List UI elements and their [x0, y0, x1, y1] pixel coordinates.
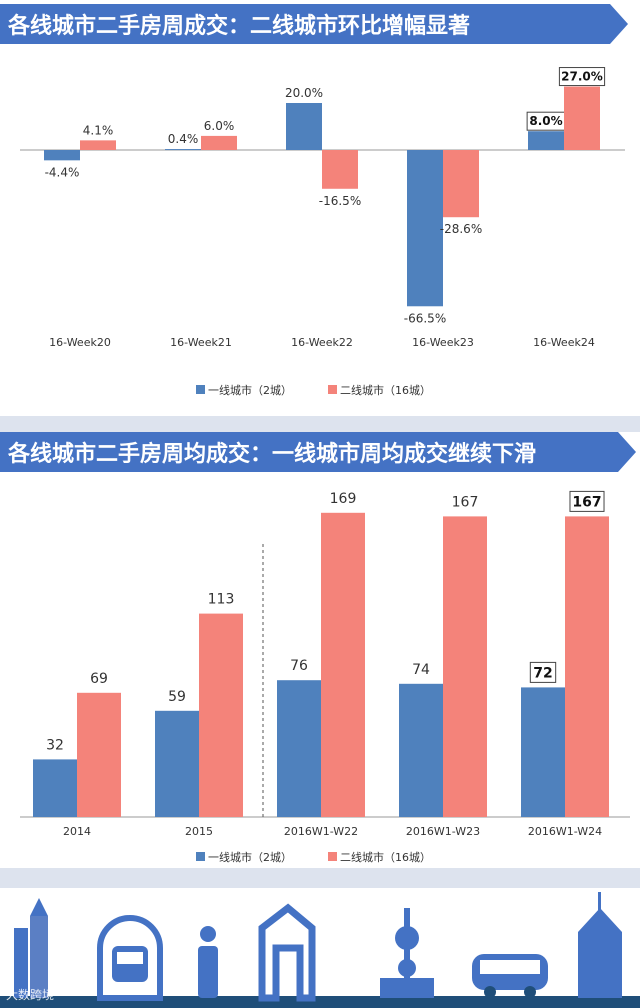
data-label: 4.1% [83, 123, 114, 137]
bar-tier2 [443, 516, 487, 817]
section-separator [0, 868, 640, 888]
data-label: 69 [90, 671, 108, 687]
legend-swatch [328, 385, 337, 394]
watermark: 大数跨境 [6, 988, 55, 1002]
person-icon [198, 926, 218, 998]
legend-label: 二线城市（16城） [340, 850, 431, 864]
data-label: 0.4% [168, 132, 199, 146]
weekly-change-panel: -4.4% 4.1% 16-Week20 0.4% 6.0% 16-Week21 20.0%… [0, 44, 640, 416]
data-label: 169 [330, 491, 357, 507]
x-tick-label: 16-Week21 [170, 336, 232, 349]
data-label: 59 [168, 689, 186, 705]
weekly-average-chart: 32 69 2014 59 113 2015 76 169 2016W1-W22 74 167 201… [20, 490, 630, 864]
data-label: 27.0% [561, 70, 603, 84]
bar-tier2 [321, 512, 365, 817]
bar-tier1 [155, 710, 199, 817]
bar-tier1 [286, 103, 322, 150]
data-label: 72 [533, 665, 552, 681]
bar-tier2 [564, 86, 600, 150]
bar-tier1 [277, 680, 321, 817]
legend-swatch [196, 852, 205, 861]
legend-label: 一线城市（2城） [208, 383, 292, 397]
x-tick-label: 16-Week24 [533, 336, 595, 349]
data-label: 6.0% [204, 119, 235, 133]
data-label: 20.0% [285, 86, 323, 100]
bar-tier2 [80, 140, 116, 150]
skyscraper-icon [578, 892, 622, 998]
data-label-box [558, 67, 606, 87]
bar-tier2 [443, 150, 479, 218]
building-icon [258, 903, 316, 1002]
bar-tier2 [565, 516, 609, 817]
bar-tier2 [199, 613, 243, 817]
x-tick-label: 16-Week20 [49, 336, 111, 349]
data-label: -28.6% [440, 222, 482, 236]
bar-tier2 [201, 135, 237, 150]
data-label: 74 [412, 662, 430, 678]
bar-tier1 [399, 683, 443, 817]
data-label: 113 [208, 592, 235, 608]
bar-tier2 [77, 692, 121, 817]
top-chart-banner: 各线城市二手房周成交：二线城市环比增幅显著 [0, 4, 628, 44]
bar-tier1 [33, 759, 77, 817]
bar-tier1 [407, 150, 443, 307]
train-icon [97, 915, 163, 1001]
weekly-average-panel: 32 69 2014 59 113 2015 76 169 2016W1-W22 74 167 201… [0, 472, 640, 868]
bar-tier1 [528, 131, 564, 150]
city-skyline-illustration [0, 892, 640, 1008]
legend-label: 一线城市（2城） [208, 850, 292, 864]
x-tick-label: 2016W1-W22 [284, 825, 358, 838]
legend-swatch [196, 385, 205, 394]
data-label-box [569, 490, 605, 512]
x-tick-label: 2016W1-W23 [406, 825, 480, 838]
x-tick-label: 2014 [63, 825, 91, 838]
x-tick-label: 16-Week22 [291, 336, 353, 349]
bus-icon [472, 954, 548, 998]
data-label: -4.4% [45, 165, 80, 179]
data-label-box [529, 661, 557, 683]
x-tick-label: 2016W1-W24 [528, 825, 602, 838]
legend-swatch [328, 852, 337, 861]
x-tick-label: 2015 [185, 825, 213, 838]
skyscraper-icon [14, 898, 48, 998]
legend-label: 二线城市（16城） [340, 383, 431, 397]
tower-icon [380, 908, 434, 998]
bar-tier2 [322, 150, 358, 189]
data-label: 76 [290, 658, 308, 674]
x-tick-label: 16-Week23 [412, 336, 474, 349]
bottom-chart-banner: 各线城市二手房周均成交：一线城市周均成交继续下滑 [0, 432, 636, 472]
data-label: 32 [46, 737, 64, 753]
bar-tier1 [44, 150, 80, 161]
section-separator [0, 416, 640, 432]
top-chart-title: 各线城市二手房周成交：二线城市环比增幅显著 [8, 14, 471, 39]
data-label: -16.5% [319, 194, 361, 208]
data-label: -66.5% [404, 311, 446, 325]
bottom-chart-title: 各线城市二手房周均成交：一线城市周均成交继续下滑 [8, 442, 537, 467]
bar-tier1 [165, 149, 201, 151]
data-label: 167 [452, 494, 479, 510]
data-label: 167 [572, 494, 601, 510]
weekly-change-chart: -4.4% 4.1% 16-Week20 0.4% 6.0% 16-Week21 20.0%… [20, 67, 625, 397]
data-label: 8.0% [529, 114, 562, 128]
bar-tier1 [521, 687, 565, 817]
